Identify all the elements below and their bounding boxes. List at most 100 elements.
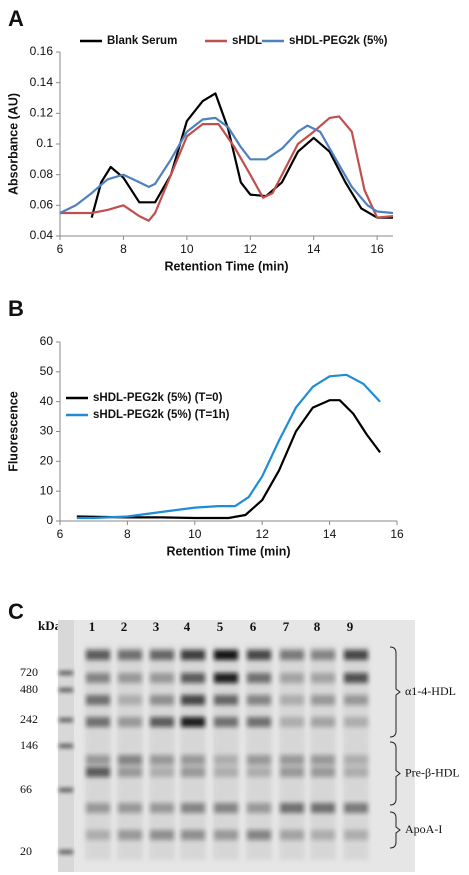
gel-band — [118, 695, 142, 705]
gel-band — [311, 717, 335, 727]
gel-band — [280, 803, 304, 813]
ladder-band — [59, 718, 73, 722]
unit-label: kDa — [38, 618, 62, 633]
x-tick-label: 12 — [244, 242, 258, 256]
gel-band — [181, 755, 205, 765]
gel-band — [150, 695, 174, 705]
ladder-band — [59, 744, 73, 748]
x-axis-title: Retention Time (min) — [164, 259, 288, 273]
gel-band — [214, 803, 238, 813]
y-axis-title: Fluorescence — [6, 391, 20, 472]
y-tick-label: 50 — [40, 364, 54, 378]
gel-band — [86, 803, 110, 813]
y-tick-label: 40 — [40, 394, 54, 408]
gel-band — [181, 673, 205, 683]
gel-band — [311, 803, 335, 813]
panel-label: B — [8, 296, 24, 321]
ladder-band — [59, 671, 73, 675]
gel-band — [150, 673, 174, 683]
gel-band — [118, 673, 142, 683]
lane-label: 3 — [153, 619, 160, 634]
series-line — [90, 92, 393, 219]
gel-band — [311, 755, 335, 765]
gel-band — [214, 830, 238, 840]
gel-band — [150, 755, 174, 765]
x-tick-label: 10 — [188, 527, 202, 541]
gel-band — [86, 695, 110, 705]
y-tick-label: 0.04 — [30, 228, 54, 242]
y-tick-label: 0 — [46, 513, 53, 527]
gel-band — [181, 830, 205, 840]
gel-band — [214, 673, 238, 683]
series-line — [59, 116, 394, 215]
gel-band — [150, 650, 174, 660]
gel-band — [280, 695, 304, 705]
gel-band — [181, 803, 205, 813]
gel-band — [344, 695, 368, 705]
gel-band — [118, 650, 142, 660]
gel-band — [344, 650, 368, 660]
gel-band — [150, 803, 174, 813]
gel-band — [280, 830, 304, 840]
bracket — [389, 646, 401, 738]
lane-label: 5 — [217, 619, 224, 634]
region-label: ApoA-I — [405, 822, 442, 836]
gel-band — [150, 717, 174, 727]
x-tick-label: 6 — [57, 527, 64, 541]
gel-band — [280, 755, 304, 765]
gel-band — [247, 767, 271, 777]
x-tick-label: 16 — [370, 242, 384, 256]
legend-label: sHDL — [232, 35, 262, 47]
lane-label: 8 — [314, 619, 321, 634]
y-tick-label: 0.1 — [36, 136, 53, 150]
marker-label: 480 — [20, 682, 38, 696]
gel-band — [86, 673, 110, 683]
gel-band — [247, 755, 271, 765]
gel-band — [86, 717, 110, 727]
gel-band — [86, 830, 110, 840]
gel-band — [280, 767, 304, 777]
lane-label: 4 — [184, 619, 191, 634]
gel-band — [86, 650, 110, 660]
marker-label: 146 — [20, 738, 38, 752]
marker-label: 66 — [20, 782, 32, 796]
gel-band — [344, 767, 368, 777]
x-tick-label: 12 — [256, 527, 270, 541]
gel-band — [181, 767, 205, 777]
lane-label: 6 — [250, 619, 257, 634]
gel-band — [280, 650, 304, 660]
lane-label: 7 — [283, 619, 290, 634]
gel-band — [181, 717, 205, 727]
legend-label: sHDL-PEG2k (5%) (T=1h) — [93, 409, 230, 421]
x-tick-label: 14 — [307, 242, 321, 256]
y-tick-label: 0.12 — [30, 106, 54, 120]
lane-label: 1 — [89, 619, 96, 634]
marker-label: 720 — [20, 665, 38, 679]
panel-label: C — [8, 599, 24, 624]
x-tick-label: 14 — [323, 527, 337, 541]
x-tick-label: 16 — [390, 527, 404, 541]
gel-band — [280, 673, 304, 683]
gel-band — [311, 673, 335, 683]
gel-band — [247, 650, 271, 660]
gel-band — [181, 695, 205, 705]
gel-band — [214, 755, 238, 765]
gel-band — [247, 695, 271, 705]
gel-band — [311, 830, 335, 840]
gel-band — [181, 650, 205, 660]
y-tick-label: 60 — [40, 334, 54, 348]
lane-label: 2 — [121, 619, 128, 634]
gel-band — [86, 755, 110, 765]
gel-band — [247, 673, 271, 683]
x-tick-label: 8 — [124, 527, 131, 541]
gel-band — [214, 767, 238, 777]
marker-label: 20 — [20, 844, 32, 858]
x-tick-label: 10 — [180, 242, 194, 256]
gel-band — [118, 755, 142, 765]
gel-band — [118, 717, 142, 727]
panel-label: A — [8, 6, 24, 31]
gel-band — [214, 650, 238, 660]
gel-band — [247, 830, 271, 840]
ladder-band — [59, 788, 73, 792]
y-tick-label: 10 — [40, 483, 54, 497]
